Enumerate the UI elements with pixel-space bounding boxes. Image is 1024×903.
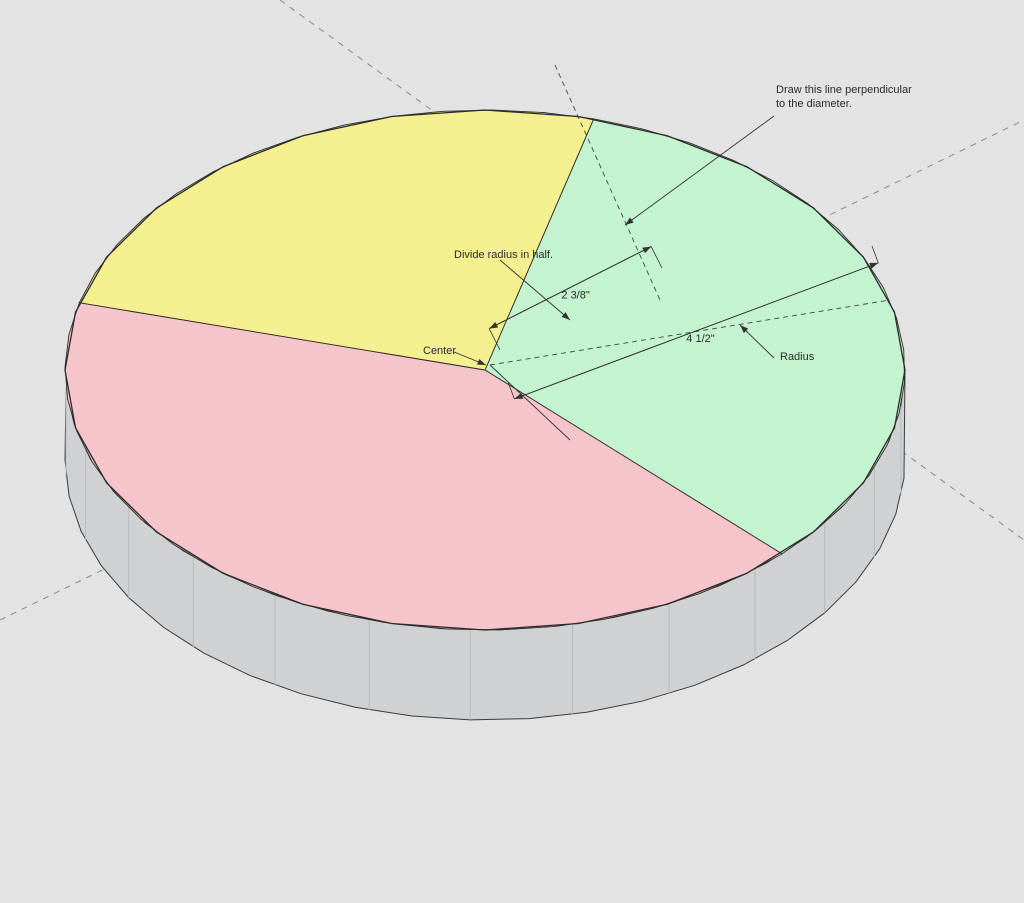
diagram-svg: 2 3/8" 4 1/2" Draw this line perpendicular… (0, 0, 1024, 903)
annotation-label-0: Draw this line perpendicular (776, 84, 912, 96)
dim-text-1: 4 1/2" (686, 333, 714, 345)
annotation-label-2: Divide radius in half. (454, 249, 553, 261)
viewport: 2 3/8" 4 1/2" Draw this line perpendicular… (0, 0, 1024, 903)
annotation-label-1: to the diameter. (776, 98, 852, 110)
annotation-label-4: Radius (780, 351, 815, 363)
annotation-label-3: Center (423, 345, 456, 357)
dim-ext (872, 246, 878, 263)
dim-text-0: 2 3/8" (561, 289, 589, 301)
